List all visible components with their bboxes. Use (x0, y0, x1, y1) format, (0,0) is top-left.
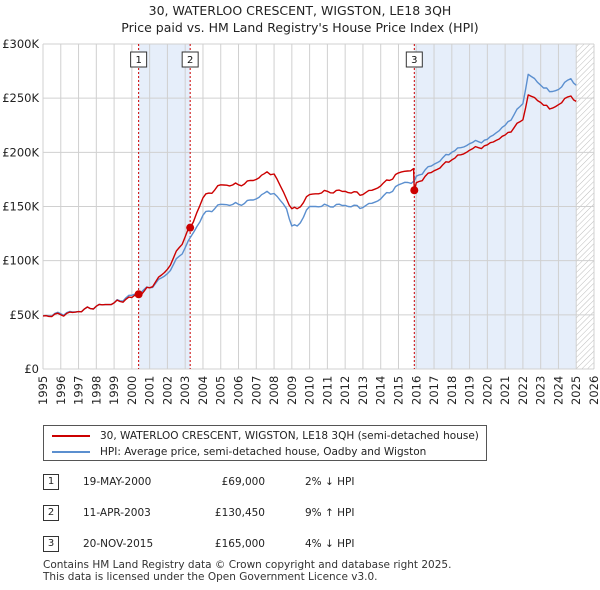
x-tick-label: 1995 (36, 376, 50, 405)
sale-point (410, 186, 419, 195)
x-tick-label: 2014 (374, 376, 388, 405)
x-tick-label: 2007 (249, 376, 263, 405)
y-tick-label: £250K (2, 91, 39, 105)
x-tick-label: 2010 (303, 376, 317, 405)
x-tick-label: 2001 (143, 376, 157, 405)
x-tick-label: 1997 (72, 376, 86, 405)
x-tick-label: 2002 (160, 376, 174, 405)
x-tick-label: 2003 (178, 376, 192, 405)
sale-row: 2 11-APR-2003 £130,450 9% ↑ HPI (43, 501, 463, 524)
sale-date: 11-APR-2003 (83, 507, 151, 519)
x-tick-label: 2017 (427, 376, 441, 405)
series-line-property (43, 94, 577, 318)
legend-item-property: 30, WATERLOO CRESCENT, WIGSTON, LE18 3QH… (52, 428, 479, 444)
x-tick-label: 2006 (232, 376, 246, 405)
legend-label-property: 30, WATERLOO CRESCENT, WIGSTON, LE18 3QH… (100, 430, 479, 442)
sale-number-badge: 3 (43, 536, 59, 552)
sale-price: £69,000 (221, 476, 265, 488)
series-line-hpi (43, 73, 577, 317)
sale-date: 19-MAY-2000 (83, 476, 152, 488)
x-tick-label: 1998 (89, 376, 103, 405)
y-tick-label: £50K (10, 308, 40, 322)
sale-label-box (181, 51, 199, 68)
sale-hpi-diff: 2% ↓ HPI (305, 476, 355, 488)
x-tick-label: 2000 (125, 376, 139, 405)
x-tick-label: 2012 (338, 376, 352, 405)
legend-item-hpi: HPI: Average price, semi-detached house,… (52, 444, 426, 460)
x-tick-label: 2016 (409, 376, 423, 405)
footer-attribution: Contains HM Land Registry data © Crown c… (43, 559, 452, 583)
sale-point (186, 223, 195, 232)
x-tick-label: 2015 (391, 376, 405, 405)
legend: 30, WATERLOO CRESCENT, WIGSTON, LE18 3QH… (43, 425, 487, 461)
x-tick-label: 2009 (285, 376, 299, 405)
x-tick-label: 2011 (320, 376, 334, 405)
sale-hpi-diff: 4% ↓ HPI (305, 538, 355, 550)
x-tick-label: 1996 (54, 376, 68, 405)
sale-row: 1 19-MAY-2000 £69,000 2% ↓ HPI (43, 470, 463, 493)
footer-line1: Contains HM Land Registry data © Crown c… (43, 559, 452, 571)
sale-price: £130,450 (214, 507, 265, 519)
x-tick-label: 2018 (445, 376, 459, 405)
legend-swatch-red (52, 435, 90, 437)
x-tick-label: 1999 (107, 376, 121, 405)
x-tick-label: 2024 (551, 376, 565, 405)
x-tick-label: 2008 (267, 376, 281, 405)
sale-label-box (130, 51, 148, 68)
footer-line2: This data is licensed under the Open Gov… (43, 570, 378, 583)
y-tick-label: £300K (2, 37, 39, 51)
sale-hpi-diff: 9% ↑ HPI (305, 507, 355, 519)
sale-row: 3 20-NOV-2015 £165,000 4% ↓ HPI (43, 532, 463, 555)
chart-title-line2: Price paid vs. HM Land Registry's House … (121, 20, 479, 35)
y-tick-label: £0 (24, 362, 39, 376)
sale-number-badge: 1 (43, 474, 59, 490)
x-tick-label: 2026 (587, 376, 600, 405)
x-tick-label: 2013 (356, 376, 370, 405)
x-tick-label: 2023 (534, 376, 548, 405)
x-tick-label: 2005 (214, 376, 228, 405)
sale-price: £165,000 (214, 538, 265, 550)
x-tick-label: 2019 (463, 376, 477, 405)
legend-label-hpi: HPI: Average price, semi-detached house,… (100, 446, 427, 458)
x-tick-label: 2025 (569, 376, 583, 405)
x-tick-label: 2004 (196, 376, 210, 405)
x-tick-label: 2020 (480, 376, 494, 405)
price-chart: 1 2 3 £0 £50K £100K £150K £200K £250K £300K 1995 1… (2, 37, 600, 405)
x-tick-label: 2022 (516, 376, 530, 405)
sale-date: 20-NOV-2015 (83, 538, 154, 550)
sale-label-number: 1 (135, 55, 141, 66)
x-tick-label: 2021 (498, 376, 512, 405)
sale-number-badge: 2 (43, 505, 59, 521)
sale-label-number: 3 (411, 55, 417, 66)
chart-title-line1: 30, WATERLOO CRESCENT, WIGSTON, LE18 3QH (148, 3, 452, 18)
y-tick-label: £200K (2, 145, 39, 159)
sale-point (134, 290, 143, 299)
legend-swatch-blue (52, 451, 90, 453)
y-tick-label: £150K (2, 200, 39, 214)
sale-label-box (405, 51, 423, 68)
sales-table: 1 19-MAY-2000 £69,000 2% ↓ HPI 2 11-APR-… (43, 470, 463, 563)
y-tick-label: £100K (2, 254, 39, 268)
sale-label-number: 2 (187, 55, 193, 66)
